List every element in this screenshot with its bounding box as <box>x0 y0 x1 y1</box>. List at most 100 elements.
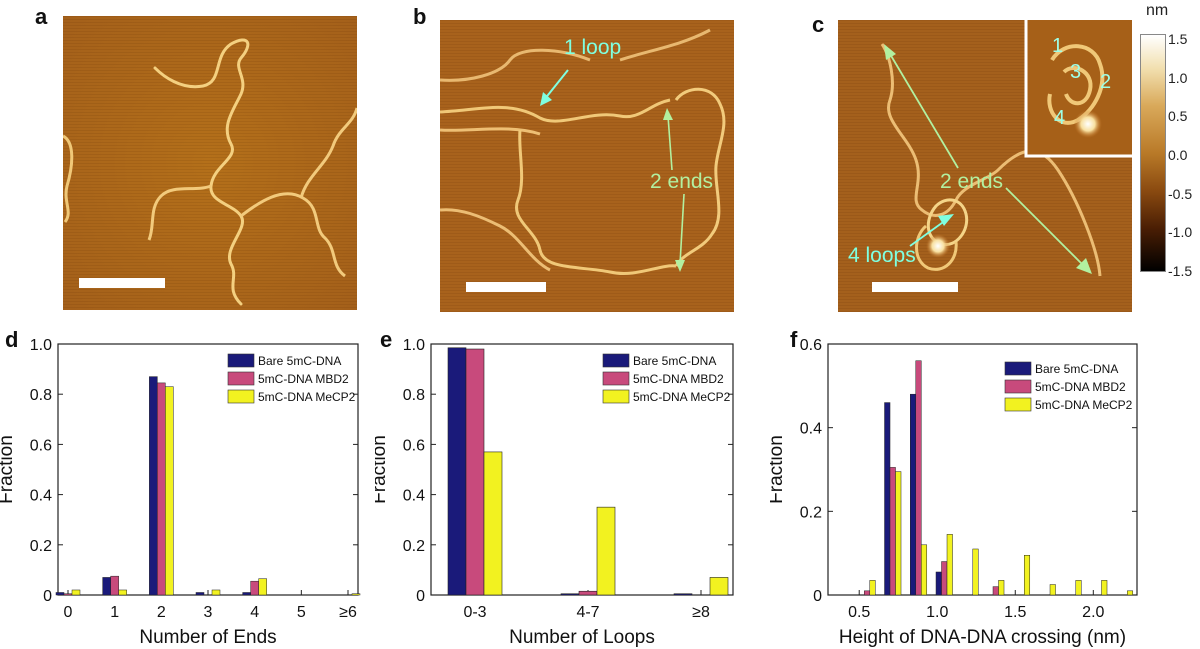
panel-letter-f: f <box>790 327 798 352</box>
x-tick-label: 0 <box>64 604 73 621</box>
annotation-ends-arrows <box>884 44 1092 274</box>
x-tick-label: 4 <box>250 604 259 621</box>
annotation-loops-arrow <box>909 214 954 247</box>
legend-swatch <box>1004 379 1032 394</box>
legend-swatch <box>1004 397 1032 412</box>
legend-label: 5mC-DNA MBD2 <box>1035 380 1126 394</box>
y-axis-label: Fraction <box>375 435 390 504</box>
bar <box>895 471 902 596</box>
bar <box>1101 580 1108 596</box>
x-tick-label: 0-3 <box>463 604 486 621</box>
bar <box>884 402 891 596</box>
colorbar-gradient <box>1140 34 1166 272</box>
legend-label: Bare 5mC-DNA <box>258 354 341 368</box>
x-tick-label: 1.0 <box>926 604 948 621</box>
x-tick-label: 2 <box>157 604 166 621</box>
inset-zoom: 1 3 2 4 <box>1024 20 1132 158</box>
x-tick-label: 1.5 <box>1004 604 1026 621</box>
afm-image-c: 1 3 2 4 2 ends 4 loops <box>838 20 1132 312</box>
colorbar-tick-label: -0.5 <box>1168 185 1193 202</box>
annotation-4-loops: 4 loops <box>848 244 916 267</box>
legend-label: 5mC-DNA MeCP2 <box>1035 398 1133 412</box>
y-tick-label: 0.6 <box>30 437 52 454</box>
bar <box>935 571 942 596</box>
annotation-2-ends: 2 ends <box>650 170 713 193</box>
legend-swatch <box>602 389 630 404</box>
chart-number-of-ends: 0 0.2 0.4 0.6 0.8 1.0 Fraction Number of Ends 0 1… <box>0 337 361 648</box>
bar <box>195 592 205 596</box>
colorbar-unit: nm <box>1146 2 1169 19</box>
afm-image-a <box>63 16 357 310</box>
bar <box>71 589 81 596</box>
bar <box>992 586 999 596</box>
y-tick-label: 0 <box>43 588 52 605</box>
dna-strand <box>880 43 1102 277</box>
bar <box>157 382 166 596</box>
dna-strand <box>63 134 74 223</box>
bar <box>447 347 467 596</box>
bar <box>211 589 221 596</box>
panel-letter-e: e <box>380 327 393 352</box>
x-axis-label: Height of DNA-DNA crossing (nm) <box>839 627 1126 648</box>
legend-swatch <box>227 353 255 368</box>
x-tick-label: 0.5 <box>848 604 870 621</box>
x-tick-label: 2.0 <box>1082 604 1104 621</box>
annotation-ends-arrows <box>663 108 685 272</box>
bar <box>889 467 896 596</box>
bar <box>1049 584 1056 596</box>
x-tick-label: 3 <box>204 604 213 621</box>
bar <box>673 593 693 596</box>
inset-label-2: 2 <box>1100 71 1111 93</box>
y-tick-label: 0 <box>416 588 425 605</box>
colorbar-tick-label: 1.0 <box>1168 69 1188 86</box>
colorbar-tick-label: 0.5 <box>1168 108 1188 125</box>
y-tick-label: 0.4 <box>30 488 52 505</box>
bar <box>351 593 361 596</box>
bar <box>110 575 119 596</box>
bar <box>165 386 174 596</box>
dna-strand <box>153 38 250 306</box>
y-tick-label: 0 <box>813 588 822 605</box>
bar <box>483 451 503 596</box>
x-tick-label: ≥8 <box>692 604 710 621</box>
bar <box>102 577 111 596</box>
dna-strand <box>440 98 671 123</box>
dna-strand <box>515 129 677 275</box>
legend-label: 5mC-DNA MBD2 <box>258 372 349 386</box>
legend-label: 5mC-DNA MeCP2 <box>258 390 356 404</box>
dna-strand <box>240 192 346 278</box>
bar <box>118 589 127 596</box>
bar <box>972 548 979 596</box>
y-axis-label: Fraction <box>0 435 17 504</box>
bar <box>946 534 953 596</box>
legend-swatch <box>1004 361 1032 376</box>
bar <box>921 544 928 596</box>
legend-label: 5mC-DNA MBD2 <box>633 372 724 386</box>
bar <box>63 593 73 596</box>
bar <box>578 590 598 596</box>
bar <box>869 580 876 596</box>
bar <box>910 393 917 596</box>
bar <box>242 592 251 596</box>
y-tick-label: 1.0 <box>403 337 425 354</box>
dna-strand <box>619 28 711 62</box>
bar <box>998 580 1005 596</box>
colorbar-tick-label: 0.0 <box>1168 147 1188 163</box>
y-tick-label: 0.6 <box>403 437 425 454</box>
dna-strand <box>147 184 212 241</box>
dna-loop <box>674 87 726 267</box>
bar <box>55 592 65 596</box>
legend-label: 5mC-DNA MeCP2 <box>633 390 731 404</box>
y-axis-label: Fraction <box>770 435 787 504</box>
inset-label-1: 1 <box>1052 35 1063 57</box>
legend-swatch <box>227 371 255 386</box>
panel-letter-b: b <box>413 4 427 29</box>
annotation-1-loop: 1 loop <box>564 36 621 59</box>
bar <box>596 506 616 596</box>
chart-number-of-loops: 0 0.2 0.4 0.6 0.8 1.0 Fraction Number of Loops 0… <box>375 337 734 648</box>
scale-bar <box>466 282 546 292</box>
dna-strand <box>440 208 551 272</box>
bar <box>250 580 259 596</box>
bar <box>465 348 485 596</box>
y-tick-label: 0.2 <box>30 538 52 555</box>
